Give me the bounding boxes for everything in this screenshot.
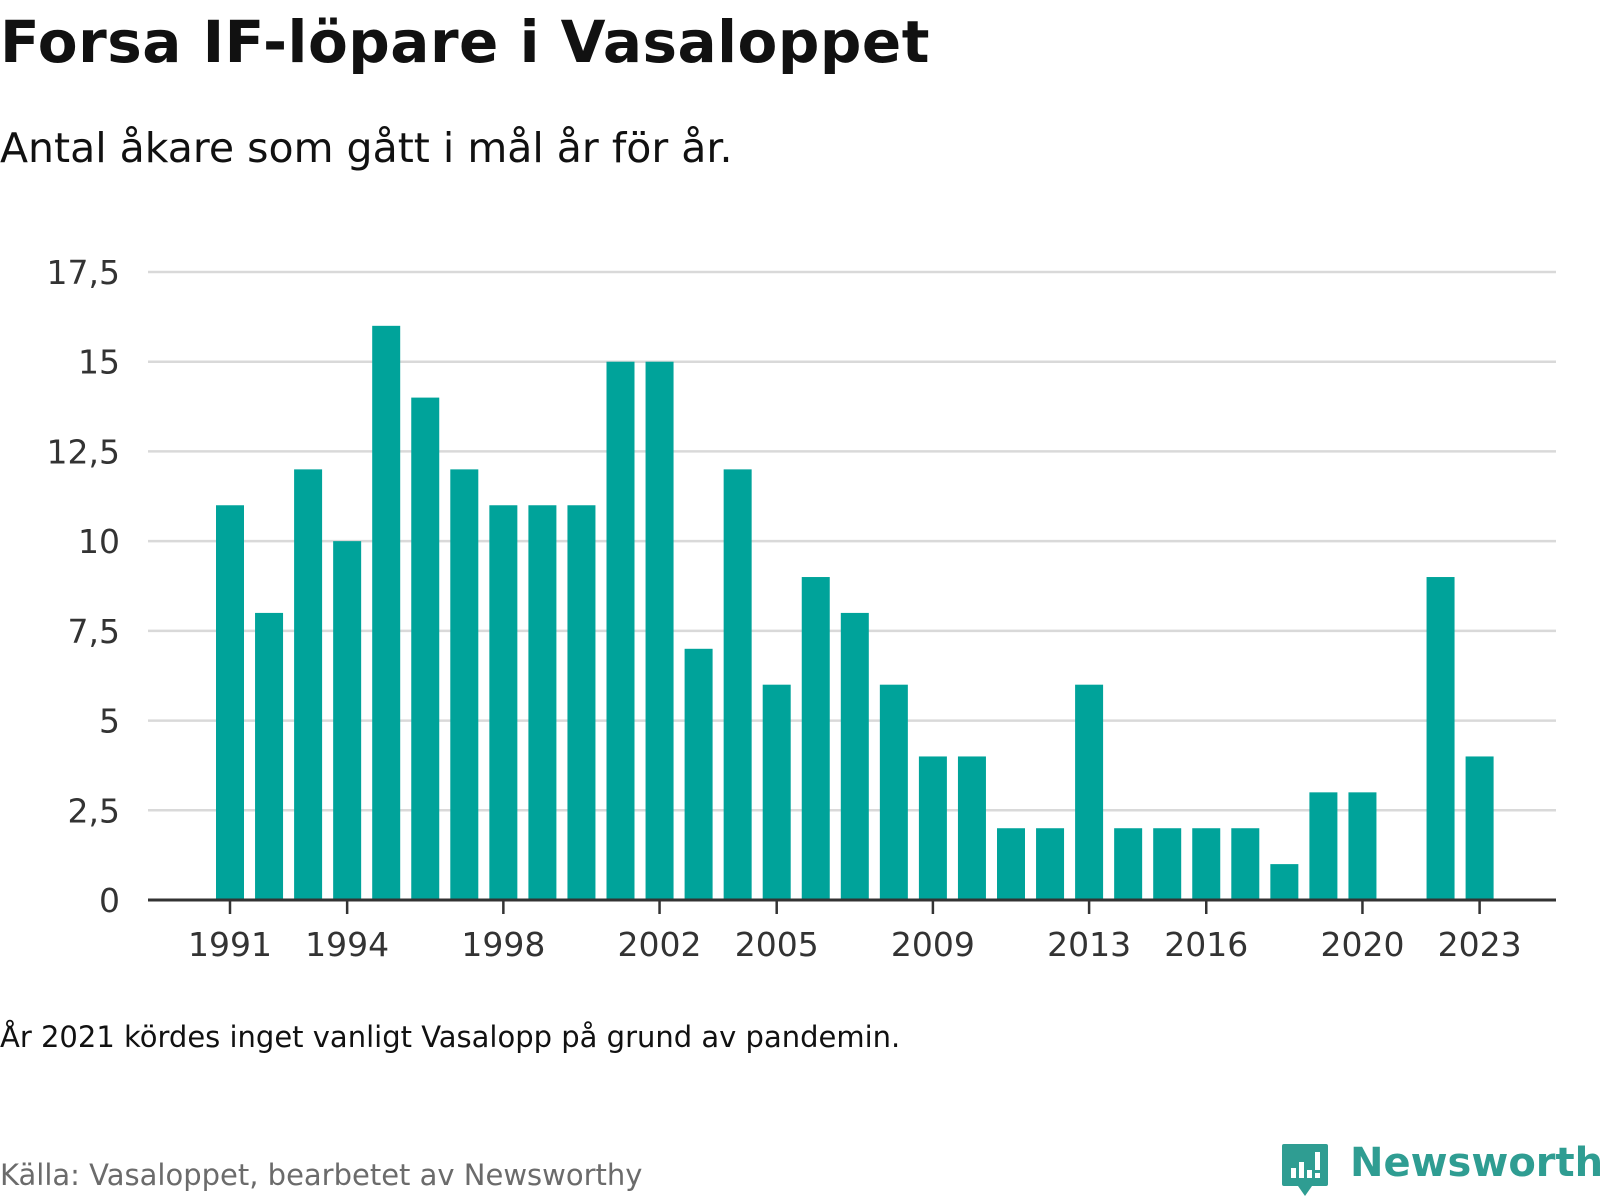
bar-2006 xyxy=(801,577,830,900)
bar-2022 xyxy=(1426,577,1455,900)
bar-2011 xyxy=(997,828,1025,900)
bar-2003 xyxy=(684,648,713,900)
y-tick-label: 12,5 xyxy=(47,432,120,471)
x-tick-label: 2023 xyxy=(1438,925,1522,964)
x-tick-label: 1991 xyxy=(188,925,272,964)
x-tick-label: 2016 xyxy=(1164,925,1248,964)
x-tick-label: 2005 xyxy=(735,925,819,964)
chart-subtitle: Antal åkare som gått i mål år för år. xyxy=(0,124,733,172)
logo-wordmark: Newsworthy xyxy=(1350,1140,1600,1186)
x-tick-label: 2002 xyxy=(618,925,702,964)
bar-2009 xyxy=(918,756,947,900)
bar-2016 xyxy=(1192,828,1221,900)
bar-2007 xyxy=(840,612,869,900)
chart-title: Forsa IF-löpare i Vasaloppet xyxy=(0,8,930,76)
bar-2017 xyxy=(1231,828,1260,900)
bar-1992 xyxy=(255,612,284,900)
y-tick-label: 2,5 xyxy=(68,791,120,830)
bar-2005 xyxy=(762,684,791,900)
bar-2019 xyxy=(1309,792,1338,900)
bar-1994 xyxy=(333,541,362,900)
bar-2018 xyxy=(1270,864,1299,900)
x-tick-label: 1998 xyxy=(461,925,545,964)
bar-2014 xyxy=(1114,828,1143,900)
y-tick-label: 0 xyxy=(99,881,120,920)
bar-2000 xyxy=(567,505,596,900)
bar-2008 xyxy=(879,684,908,900)
bar-2001 xyxy=(606,361,635,900)
bar-1998 xyxy=(489,505,518,900)
bar-1991 xyxy=(216,505,244,900)
bar-chart-speech-bubble-icon xyxy=(1282,1144,1328,1196)
y-tick-label: 7,5 xyxy=(68,612,120,651)
x-tick-label: 2013 xyxy=(1047,925,1131,964)
bar-1995 xyxy=(372,325,401,900)
y-tick-label: 15 xyxy=(78,343,120,382)
bar-2013 xyxy=(1075,684,1104,900)
bar-2002 xyxy=(645,361,674,900)
bar-2020 xyxy=(1348,792,1377,900)
y-tick-label: 5 xyxy=(99,702,120,741)
y-tick-label: 17,5 xyxy=(47,253,120,292)
bar-2023 xyxy=(1465,756,1494,900)
footnote: År 2021 kördes inget vanligt Vasalopp på… xyxy=(0,1020,901,1054)
bar-2012 xyxy=(1036,828,1065,900)
newsworthy-logo: Newsworthy xyxy=(1280,1138,1600,1198)
x-tick-label: 2020 xyxy=(1320,925,1404,964)
bar-chart: 0 2,5 5 7,5 10 12,5 15 17,5 1991 1994 1998 2002 2005… xyxy=(47,253,1556,964)
bar-2015 xyxy=(1153,828,1182,900)
x-tick-label: 1994 xyxy=(305,925,389,964)
bar-1996 xyxy=(411,397,440,900)
bar-2010 xyxy=(957,756,986,900)
bar-2004 xyxy=(723,469,752,900)
bar-1999 xyxy=(528,505,557,900)
source-note: Källa: Vasaloppet, bearbetet av Newswort… xyxy=(0,1158,643,1192)
y-tick-label: 10 xyxy=(78,522,120,561)
bar-1993 xyxy=(294,469,323,900)
bar-1997 xyxy=(450,469,479,900)
x-tick-label: 2009 xyxy=(891,925,975,964)
